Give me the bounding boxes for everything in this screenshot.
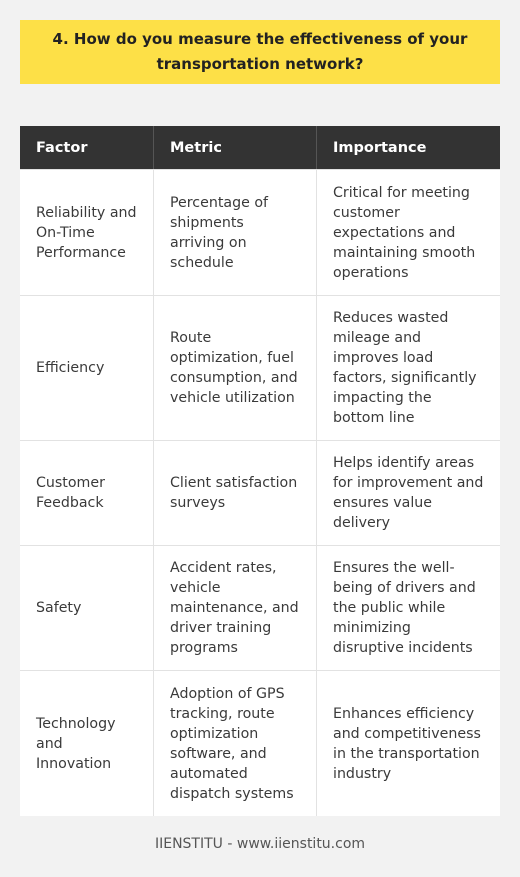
cell-factor: Customer Feedback <box>20 441 154 545</box>
cell-metric: Accident rates, vehicle maintenance, and… <box>154 546 317 670</box>
cell-factor: Reliability and On-Time Performance <box>20 170 154 295</box>
header-factor: Factor <box>20 126 154 169</box>
cell-factor: Technology and Innovation <box>20 671 154 816</box>
table-header-row: Factor Metric Importance <box>20 126 500 170</box>
cell-metric: Client satisfaction surveys <box>154 441 317 545</box>
footer-credit: IIENSTITU - www.iienstitu.com <box>154 836 366 852</box>
header-metric: Metric <box>154 126 317 169</box>
cell-importance: Critical for meeting customer expectatio… <box>333 184 476 281</box>
table-row: Technology and Innovation Adoption of GP… <box>20 671 500 816</box>
cell-metric: Route optimization, fuel consumption, an… <box>154 296 317 440</box>
cell-metric: Adoption of GPS tracking, route optimiza… <box>154 671 317 816</box>
cell-factor: Safety <box>20 546 154 670</box>
table-row: Reliability and On-Time Performance Perc… <box>20 170 500 296</box>
cell-factor: Efficiency <box>20 296 154 440</box>
cell-importance: Enhances efficiency and competitiveness … <box>333 705 481 782</box>
cell-importance: Ensures the well-being of drivers and th… <box>333 560 476 656</box>
table-row: Efficiency Route optimization, fuel cons… <box>20 296 500 441</box>
metrics-table: Factor Metric Importance Reliability and… <box>20 126 500 816</box>
header-importance: Importance <box>333 139 427 156</box>
cell-importance: Helps identify areas for improvement and… <box>333 455 484 531</box>
cell-metric: Percentage of shipments arriving on sche… <box>154 170 317 295</box>
table-row: Safety Accident rates, vehicle maintenan… <box>20 546 500 671</box>
page-title: 4. How do you measure the effectiveness … <box>52 30 468 73</box>
title-banner: 4. How do you measure the effectiveness … <box>20 20 500 84</box>
table-row: Customer Feedback Client satisfaction su… <box>20 441 500 546</box>
cell-importance: Reduces wasted mileage and improves load… <box>333 310 477 426</box>
